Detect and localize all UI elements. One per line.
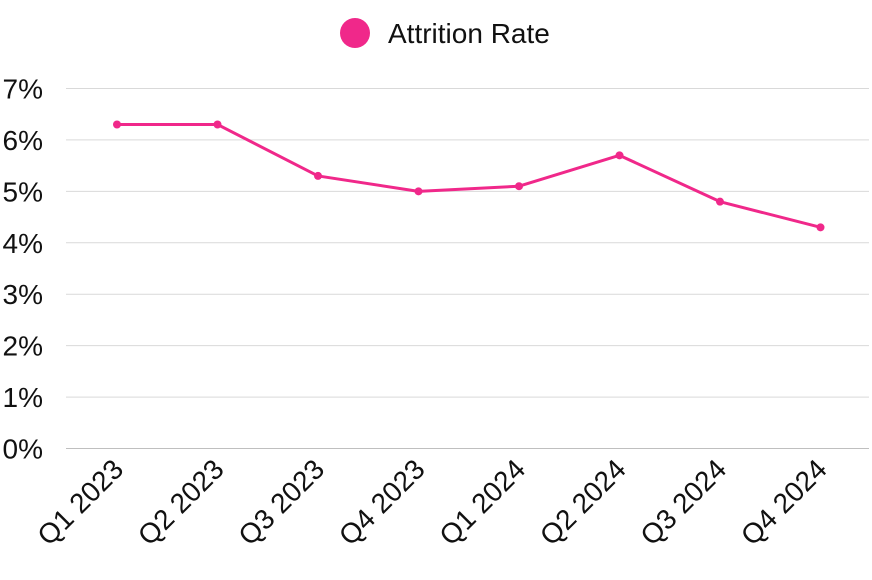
legend: Attrition Rate — [340, 18, 550, 49]
x-tick-label: Q2 2024 — [534, 453, 632, 551]
data-point — [213, 120, 222, 129]
data-point — [515, 182, 523, 191]
data-point — [716, 197, 724, 206]
data-point — [314, 171, 322, 180]
y-axis: 0% 1% 2% 3% 4% 5% 6% 7% — [3, 74, 43, 465]
y-tick-label: 7% — [3, 74, 43, 105]
y-tick-label: 1% — [3, 382, 43, 413]
y-tick-label: 6% — [3, 125, 43, 156]
data-point — [816, 223, 825, 232]
legend-marker — [340, 18, 370, 48]
x-tick-label: Q1 2024 — [433, 453, 531, 551]
x-tick-label: Q4 2023 — [333, 453, 431, 551]
data-point — [414, 187, 423, 196]
y-tick-label: 2% — [3, 331, 43, 362]
x-tick-label: Q2 2023 — [132, 453, 230, 551]
series-line — [115, 123, 822, 229]
x-tick-label: Q1 2023 — [31, 453, 129, 551]
y-tick-label: 0% — [3, 434, 43, 465]
x-tick-label: Q3 2023 — [232, 453, 330, 551]
x-tick-label: Q3 2024 — [634, 453, 732, 551]
x-axis: Q1 2023 Q2 2023 Q3 2023 Q4 2023 Q1 2024 Q2 20… — [31, 453, 832, 551]
y-tick-label: 3% — [3, 279, 43, 310]
data-point — [615, 151, 624, 160]
data-point — [113, 120, 121, 129]
gridlines — [66, 88, 869, 449]
y-tick-label: 5% — [3, 176, 43, 207]
data-series — [113, 120, 825, 232]
y-tick-label: 4% — [3, 228, 43, 259]
legend-label: Attrition Rate — [388, 18, 550, 49]
x-tick-label: Q4 2024 — [735, 453, 833, 551]
